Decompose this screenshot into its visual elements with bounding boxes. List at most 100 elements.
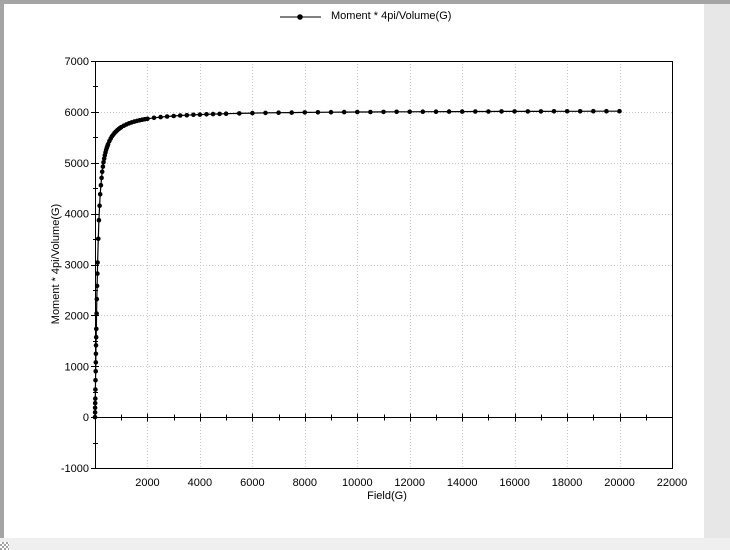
data-point-marker: [381, 109, 386, 115]
data-point-marker: [145, 116, 150, 122]
y-tick-label: 6000: [65, 107, 89, 119]
data-point-marker: [217, 111, 222, 117]
data-point-marker: [164, 114, 170, 119]
data-point-marker: [93, 351, 99, 357]
data-point-marker: [302, 110, 308, 115]
legend-marker-icon: [280, 14, 321, 20]
window-frame-bottom: [0, 538, 730, 550]
data-point-marker: [512, 109, 517, 114]
data-point-marker: [97, 203, 102, 208]
data-point-marker: [368, 109, 373, 115]
data-point-marker: [394, 109, 399, 115]
data-point-marker: [446, 109, 452, 114]
data-point-marker: [93, 334, 99, 340]
data-point-marker: [92, 414, 98, 420]
y-tick-label: 7000: [65, 56, 89, 68]
y-tick-label: 4000: [65, 209, 89, 221]
data-point-marker: [184, 112, 190, 118]
y-tick-label: 5000: [65, 158, 89, 170]
data-point-marker: [289, 110, 295, 115]
y-tick-label: -1000: [61, 463, 89, 475]
data-point-marker: [191, 112, 196, 118]
x-tick-label: 18000: [552, 477, 583, 489]
x-tick-label: 12000: [394, 477, 425, 489]
data-point-marker: [617, 108, 622, 114]
data-point-marker: [151, 115, 157, 121]
data-point-marker: [158, 114, 163, 120]
data-point-marker: [94, 283, 100, 289]
data-point-marker: [92, 400, 98, 406]
x-tick-label: 16000: [499, 477, 530, 489]
plot-page: [4, 4, 704, 538]
data-point-marker: [223, 111, 229, 116]
data-point-marker: [99, 175, 104, 181]
data-point-marker: [420, 109, 426, 114]
data-point-marker: [94, 296, 100, 302]
data-point-marker: [93, 343, 99, 348]
x-tick-label: 8000: [293, 477, 317, 489]
data-point-marker: [93, 360, 99, 365]
data-point-marker: [486, 109, 491, 114]
x-tick-label: 2000: [135, 477, 159, 489]
y-tick-label: 3000: [65, 260, 89, 272]
window-resize-corner: [0, 542, 9, 550]
x-tick-label: 6000: [240, 477, 264, 489]
data-point-marker: [237, 111, 242, 116]
x-tick-label: 4000: [188, 477, 212, 489]
data-point-marker: [95, 260, 100, 265]
data-point-marker: [604, 108, 609, 114]
data-point-marker: [171, 113, 176, 119]
data-point-marker: [328, 109, 334, 115]
data-point-marker: [92, 405, 98, 411]
data-point-marker: [473, 109, 478, 114]
data-point-marker: [97, 192, 103, 197]
data-point-marker: [315, 110, 321, 115]
x-tick-label: 10000: [342, 477, 373, 489]
data-point-marker: [96, 217, 102, 223]
x-tick-label: 20000: [604, 477, 635, 489]
data-point-marker: [93, 377, 98, 383]
data-point-marker: [577, 109, 583, 114]
data-point-marker: [591, 108, 596, 114]
data-point-marker: [92, 410, 98, 415]
data-point-marker: [93, 396, 98, 401]
y-tick-label: 1000: [65, 361, 89, 373]
data-point-marker: [407, 109, 413, 115]
data-point-marker: [93, 369, 98, 374]
data-point-marker: [564, 109, 570, 114]
data-point-marker: [276, 110, 281, 115]
data-point-marker: [499, 109, 504, 114]
x-axis-title: Field(G): [367, 490, 407, 502]
data-point-marker: [99, 169, 105, 174]
data-point-marker: [355, 109, 360, 115]
data-point-marker: [204, 112, 209, 117]
x-tick-label: 14000: [447, 477, 478, 489]
y-tick-label: 2000: [65, 310, 89, 322]
data-point-marker: [433, 109, 439, 114]
data-point-marker: [95, 271, 100, 276]
data-point-marker: [177, 113, 183, 118]
window-frame-right: [704, 4, 730, 538]
data-point-marker: [94, 311, 99, 316]
x-tick-label: 22000: [657, 477, 688, 489]
data-point-marker: [101, 159, 106, 165]
data-point-marker: [210, 111, 216, 117]
data-point-marker: [263, 110, 268, 116]
data-point-marker: [96, 236, 101, 242]
data-point-marker: [459, 109, 465, 114]
data-point-marker: [98, 182, 104, 188]
data-point-marker: [525, 109, 531, 114]
y-tick-label: 0: [83, 412, 89, 424]
data-point-marker: [197, 112, 203, 117]
data-point-marker: [250, 110, 255, 116]
data-point-marker: [551, 109, 557, 114]
window-frame-left: [0, 0, 4, 542]
data-point-marker: [94, 326, 99, 332]
data-point-marker: [100, 164, 106, 169]
y-axis-title: Moment * 4pi/Volume(G): [50, 203, 62, 325]
data-point-marker: [93, 387, 98, 392]
window-frame-top: [0, 0, 730, 4]
data-point-marker: [341, 109, 347, 115]
